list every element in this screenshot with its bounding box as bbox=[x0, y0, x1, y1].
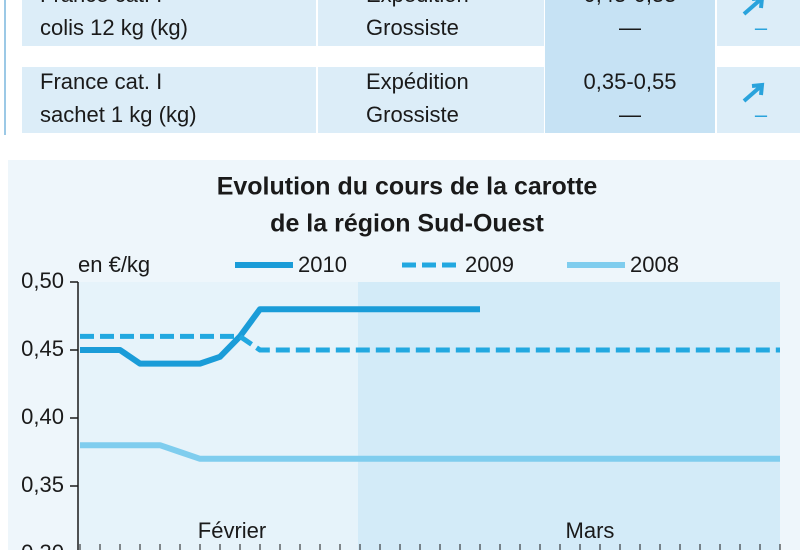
price-note: — bbox=[619, 102, 641, 127]
product: France cat. I bbox=[40, 69, 162, 94]
cell bbox=[545, 37, 715, 133]
stage: Expédition bbox=[366, 69, 469, 94]
period-band bbox=[78, 282, 358, 550]
trend-note: – bbox=[755, 15, 768, 40]
y-tick-label: 0,50 bbox=[21, 268, 64, 293]
cell bbox=[717, 67, 800, 133]
cell bbox=[318, 67, 544, 133]
table: France cat. I colis 12 kg (kg) Expédition G… bbox=[22, 0, 800, 133]
trend-note: – bbox=[755, 102, 768, 127]
chart-title: de la région Sud-Ouest bbox=[270, 210, 544, 238]
series-line bbox=[80, 306, 480, 367]
y-tick-label: 0,45 bbox=[21, 336, 64, 361]
cell bbox=[318, 0, 544, 46]
price-note: — bbox=[619, 15, 641, 40]
series-line bbox=[80, 333, 780, 353]
legend-label: 2008 bbox=[630, 252, 679, 277]
stage: Grossiste bbox=[366, 102, 459, 127]
period-label: Février bbox=[198, 518, 266, 543]
y-tick-label: 0,40 bbox=[21, 404, 64, 429]
stage: Expédition bbox=[366, 0, 469, 7]
legend-label: 2010 bbox=[298, 252, 347, 277]
product: France cat. I bbox=[40, 0, 162, 7]
cell bbox=[22, 0, 316, 46]
series-line bbox=[80, 442, 780, 462]
product: sachet 1 kg (kg) bbox=[40, 102, 197, 127]
trend-arrow bbox=[742, 0, 764, 16]
y-axis-label: en €/kg bbox=[78, 252, 150, 277]
product: colis 12 kg (kg) bbox=[40, 15, 188, 40]
period-label: Mars bbox=[566, 518, 615, 543]
trend-arrow bbox=[742, 82, 765, 103]
cell bbox=[22, 67, 316, 133]
y-tick-label: 0,35 bbox=[21, 472, 64, 497]
cell bbox=[717, 0, 800, 46]
y-tick-label: 0,30 bbox=[21, 540, 64, 550]
price: 0,45-0,55 bbox=[584, 0, 677, 7]
price: 0,35-0,55 bbox=[584, 69, 677, 94]
period-band bbox=[358, 282, 780, 550]
chart-title: Evolution du cours de la carotte bbox=[217, 173, 598, 201]
stage: Grossiste bbox=[366, 15, 459, 40]
legend-label: 2009 bbox=[465, 252, 514, 277]
